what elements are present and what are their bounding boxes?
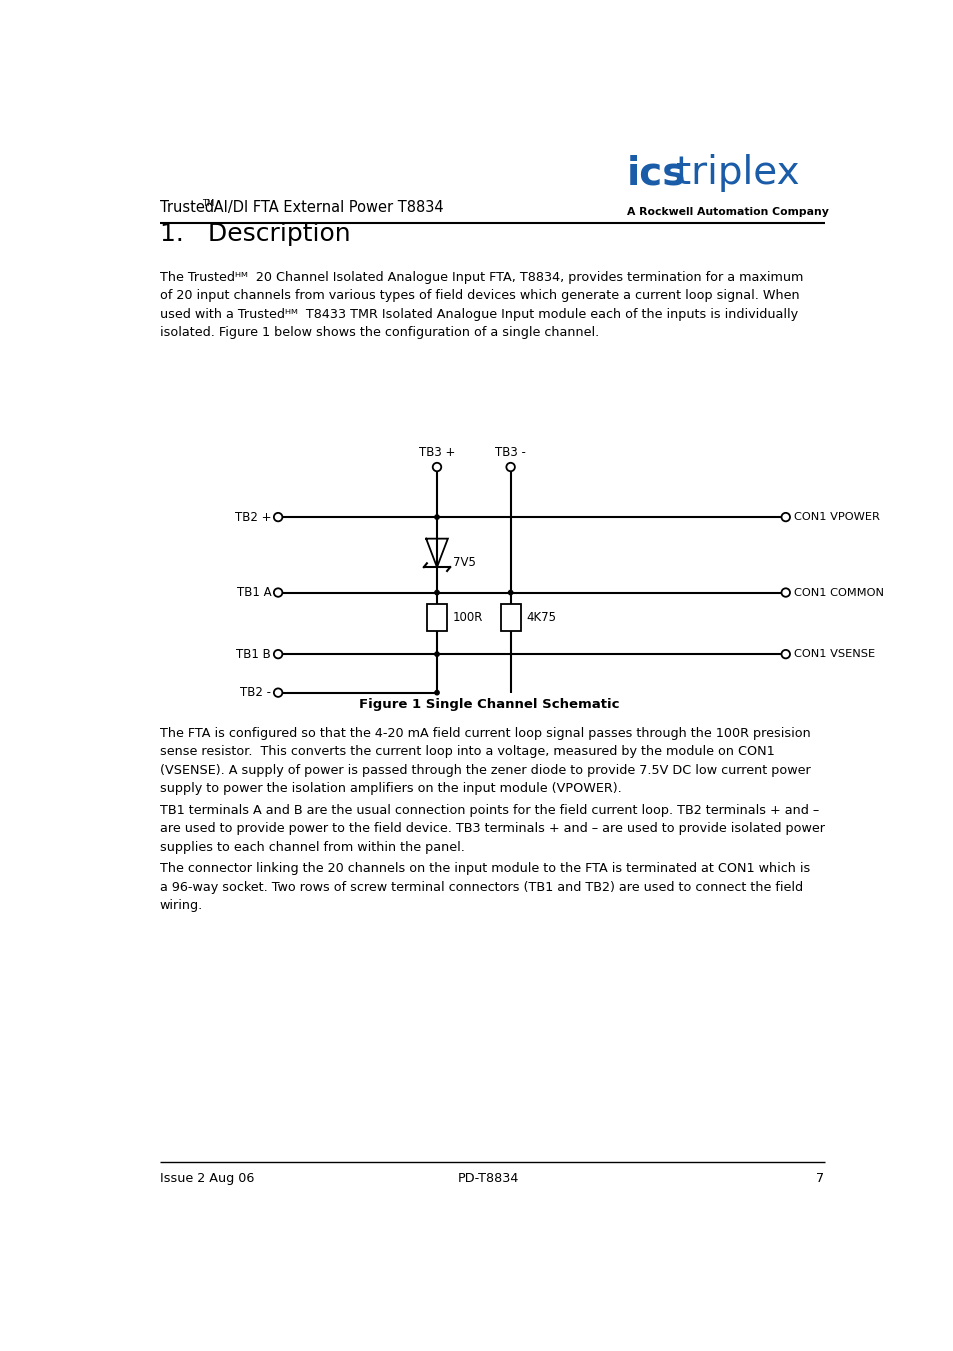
Text: TB1 B: TB1 B — [236, 647, 271, 661]
Circle shape — [508, 590, 513, 594]
Circle shape — [274, 650, 282, 658]
Text: Figure 1 Single Channel Schematic: Figure 1 Single Channel Schematic — [358, 698, 618, 711]
Text: PD-T8834: PD-T8834 — [457, 1171, 519, 1185]
Text: Trusted: Trusted — [159, 200, 213, 215]
Text: triplex: triplex — [675, 154, 799, 192]
Circle shape — [435, 590, 438, 594]
Bar — [500, 604, 520, 631]
Text: CON1 VPOWER: CON1 VPOWER — [793, 512, 879, 521]
Text: 4K75: 4K75 — [525, 611, 556, 624]
Text: TB1 terminals A and B are the usual connection points for the field current loop: TB1 terminals A and B are the usual conn… — [159, 804, 823, 854]
Bar — [427, 604, 447, 631]
Circle shape — [435, 515, 438, 519]
Text: TB3 +: TB3 + — [418, 446, 455, 459]
Circle shape — [433, 463, 441, 471]
Text: TB3 -: TB3 - — [495, 446, 525, 459]
Text: AI/DI FTA External Power T8834: AI/DI FTA External Power T8834 — [209, 200, 443, 215]
Text: The Trustedᴴᴹ  20 Channel Isolated Analogue Input FTA, T8834, provides terminati: The Trustedᴴᴹ 20 Channel Isolated Analog… — [159, 270, 802, 339]
Text: 7V5: 7V5 — [452, 557, 475, 569]
Text: TB2 -: TB2 - — [240, 686, 271, 700]
Text: ics: ics — [626, 154, 685, 192]
Text: TB2 +: TB2 + — [234, 511, 271, 524]
Circle shape — [781, 513, 789, 521]
Text: The FTA is configured so that the 4-20 mA field current loop signal passes throu: The FTA is configured so that the 4-20 m… — [159, 727, 809, 794]
Text: TB1 A: TB1 A — [236, 586, 271, 598]
Circle shape — [781, 650, 789, 658]
Text: 100R: 100R — [452, 611, 482, 624]
Circle shape — [435, 653, 438, 657]
Circle shape — [274, 588, 282, 597]
Circle shape — [274, 513, 282, 521]
Text: 1.   Description: 1. Description — [159, 222, 350, 246]
Text: TM: TM — [202, 199, 214, 208]
Text: CON1 COMMON: CON1 COMMON — [793, 588, 882, 597]
Text: 7: 7 — [816, 1171, 823, 1185]
Circle shape — [435, 690, 438, 694]
Text: A Rockwell Automation Company: A Rockwell Automation Company — [626, 207, 828, 216]
Text: CON1 VSENSE: CON1 VSENSE — [793, 648, 874, 659]
Circle shape — [274, 689, 282, 697]
Circle shape — [506, 463, 515, 471]
Text: Issue 2 Aug 06: Issue 2 Aug 06 — [159, 1171, 253, 1185]
Circle shape — [781, 588, 789, 597]
Text: The connector linking the 20 channels on the input module to the FTA is terminat: The connector linking the 20 channels on… — [159, 862, 809, 912]
